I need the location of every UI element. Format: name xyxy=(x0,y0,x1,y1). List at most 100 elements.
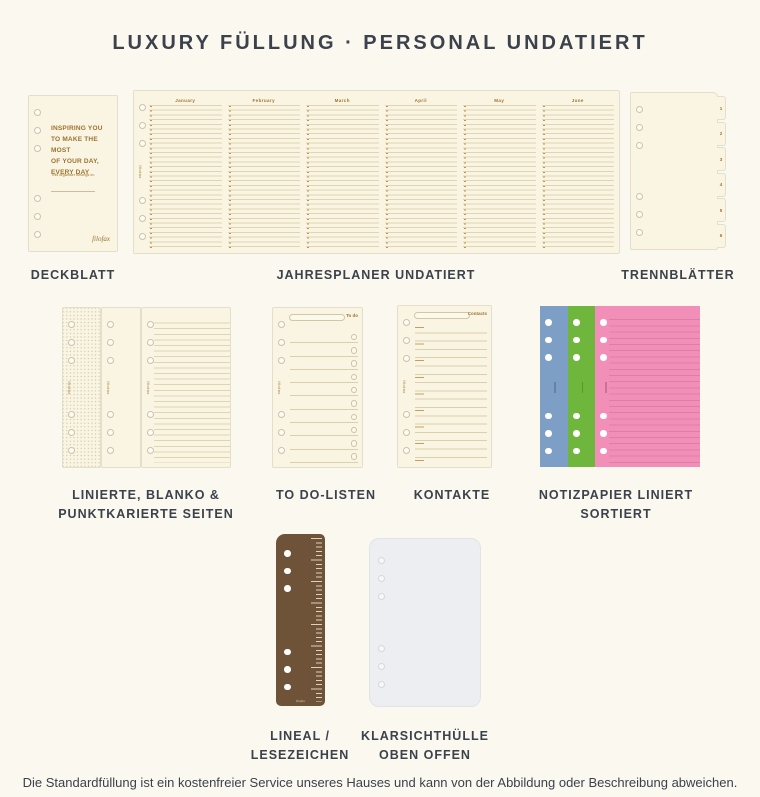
punch-hole xyxy=(147,357,154,364)
filofax-side-brand: filofax xyxy=(138,165,143,179)
product-jahresplaner-sheet: filofax January February March April May June xyxy=(133,90,620,254)
punch-hole xyxy=(545,319,552,326)
planner-day-rows xyxy=(463,106,536,248)
punch-hole xyxy=(284,666,291,673)
planner-day-rows xyxy=(384,106,457,248)
deckblatt-headline: INSPIRING YOU TO MAKE THE MOST OF YOUR D… xyxy=(51,125,103,177)
label-deckblatt: DECKBLATT xyxy=(30,268,116,282)
punch-holes xyxy=(634,106,645,236)
punch-hole xyxy=(378,681,385,688)
punch-hole xyxy=(636,106,643,113)
punch-hole xyxy=(139,215,146,222)
filofax-side-brand: filofax xyxy=(106,380,111,395)
punch-holes xyxy=(276,321,287,454)
punch-hole xyxy=(147,447,154,454)
punch-hole xyxy=(403,355,410,362)
punch-hole xyxy=(545,354,552,361)
filofax-side-brand: filofax xyxy=(402,379,407,394)
punch-hole xyxy=(139,140,146,147)
label-todo: TO DO-LISTEN xyxy=(276,488,376,502)
punch-hole xyxy=(378,663,385,670)
punch-hole xyxy=(68,339,75,346)
planner-month-header: May xyxy=(463,96,536,106)
todo-row xyxy=(290,357,358,370)
punch-hole xyxy=(147,429,154,436)
punch-hole xyxy=(378,645,385,652)
punch-hole xyxy=(139,122,146,129)
planner-month-column: March xyxy=(306,96,379,248)
filofax-brand: filofax xyxy=(296,699,305,703)
planner-day-rows xyxy=(541,106,614,248)
label-seiten: LINIERTE, BLANKO & PUNKTKARIERTE SEITEN xyxy=(58,488,234,522)
punch-hole xyxy=(284,683,291,690)
punch-hole xyxy=(107,411,114,418)
punch-hole xyxy=(147,339,154,346)
punch-hole xyxy=(403,429,410,436)
punch-hole xyxy=(68,411,75,418)
product-lineal-ruler: filofax xyxy=(276,534,325,706)
planner-day-rows xyxy=(149,106,222,248)
punch-hole xyxy=(403,411,410,418)
planner-columns: January February March April May June xyxy=(149,96,614,248)
divider-tab: 3 xyxy=(717,147,726,171)
todo-row xyxy=(290,383,358,397)
divider-tab: 1 xyxy=(717,96,726,120)
punch-hole xyxy=(278,357,285,364)
punch-hole xyxy=(107,357,114,364)
punch-hole xyxy=(545,447,552,454)
punch-hole xyxy=(545,336,552,343)
divider-tab: 2 xyxy=(717,121,726,146)
todo-rows xyxy=(290,330,358,463)
contacts-title-field xyxy=(414,312,470,319)
product-notepaper-green xyxy=(568,306,595,467)
label-notizpapier: NOTIZPAPIER LINIERT SORTIERT xyxy=(538,488,694,522)
punch-hole xyxy=(573,319,580,326)
label-lineal: LINEAL / LESEZEICHEN xyxy=(250,729,350,763)
punch-hole xyxy=(107,321,114,328)
punch-hole xyxy=(68,357,75,364)
product-deckblatt-sheet: INSPIRING YOU TO MAKE THE MOST OF YOUR D… xyxy=(28,95,118,252)
punch-hole xyxy=(573,412,580,419)
todo-row xyxy=(290,436,358,450)
divider-tab: 4 xyxy=(717,172,726,197)
planner-month-column: April xyxy=(384,96,457,248)
punch-hole xyxy=(278,429,285,436)
punch-hole xyxy=(378,593,385,600)
punch-holes xyxy=(598,319,609,454)
punch-hole xyxy=(636,229,643,236)
belongs-to-line xyxy=(51,191,95,192)
punch-hole xyxy=(68,429,75,436)
filofax-side-brand: filofax xyxy=(146,380,151,395)
punch-hole xyxy=(378,575,385,582)
punch-hole xyxy=(573,354,580,361)
product-kontakte-sheet: filofax Contacts xyxy=(397,305,492,468)
page-title: LUXURY FÜLLUNG · PERSONAL UNDATIERT xyxy=(112,32,648,54)
filofax-side-brand: filofax xyxy=(277,380,282,395)
punch-hole xyxy=(284,550,291,557)
planner-day-rows xyxy=(227,106,300,248)
planner-month-header: April xyxy=(384,96,457,106)
planner-month-column: May xyxy=(463,96,536,248)
punch-hole xyxy=(600,447,607,454)
punch-hole xyxy=(403,337,410,344)
punch-hole xyxy=(600,412,607,419)
divider-tab: 5 xyxy=(717,198,726,222)
product-notepaper-pink xyxy=(595,306,700,467)
punch-hole xyxy=(139,197,146,204)
punch-hole xyxy=(278,447,285,454)
punch-holes xyxy=(571,319,582,454)
punch-hole xyxy=(139,104,146,111)
todo-row xyxy=(290,450,358,463)
punch-hole xyxy=(600,319,607,326)
punch-hole xyxy=(573,430,580,437)
punch-hole xyxy=(636,124,643,131)
punch-hole xyxy=(68,447,75,454)
planner-month-column: January xyxy=(149,96,222,248)
contacts-ruled-area xyxy=(415,325,487,462)
planner-month-column: February xyxy=(227,96,300,248)
punch-hole xyxy=(636,211,643,218)
product-dotted-sheet: filofax xyxy=(62,307,101,468)
